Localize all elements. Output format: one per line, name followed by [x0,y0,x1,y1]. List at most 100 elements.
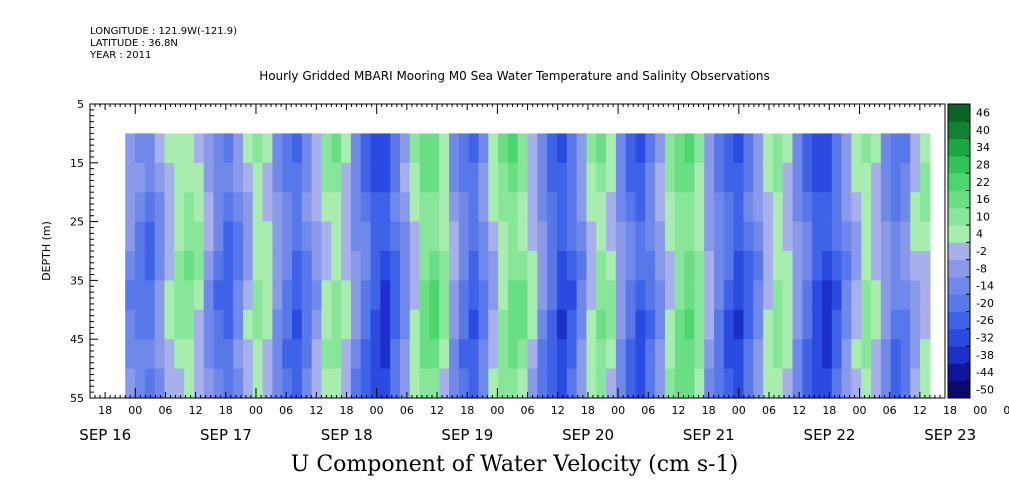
heatmap-cell [370,368,381,399]
heatmap-cell [331,251,342,281]
heatmap-cell [753,368,764,399]
heatmap-cell [606,251,617,281]
heatmap-cell [233,192,244,223]
heatmap-cell [458,368,470,399]
colorbar-frame [947,103,971,399]
heatmap-cell [399,221,411,252]
heatmap-cell [537,339,548,370]
heatmap-cell [154,162,166,193]
heatmap-cell [292,221,303,252]
heatmap-cell [694,368,705,399]
heatmap-cell [606,133,617,164]
heatmap-cell [556,309,568,340]
heatmap-cell [527,368,538,399]
heatmap-cell [900,133,911,164]
heatmap-cell [223,192,234,223]
heatmap-cell [321,221,332,252]
heatmap-cell [920,368,931,399]
heatmap-cell [900,309,911,340]
heatmap-cell [812,221,823,252]
heatmap-cell [272,339,283,370]
heatmap-cell [635,133,646,164]
heatmap-cell [125,339,136,370]
heatmap-cell [871,162,882,193]
heatmap-cell [233,162,244,193]
heatmap-cell [223,251,234,281]
heatmap-cell [664,368,676,399]
heatmap-cell [556,162,568,193]
heatmap-cell [282,133,293,164]
heatmap-cell [409,309,421,340]
heatmap-cell [458,339,470,370]
heatmap-cell [507,221,519,252]
heatmap-cell [213,221,224,252]
heatmap-cell [507,280,519,311]
heatmap-cell [213,368,224,399]
heatmap-cell [792,133,803,164]
heatmap-cell [723,162,735,193]
heatmap-cell [880,368,892,399]
colorbar-swatch [948,294,970,312]
heatmap-cell [507,368,519,399]
heatmap-cell [704,309,715,340]
heatmap-cell [655,368,666,399]
heatmap-cell [763,192,774,223]
heatmap-cell [606,162,617,193]
heatmap-cell [301,221,313,252]
y-tick-label: 45 [70,333,84,346]
heatmap-cell [262,162,274,193]
heatmap-cell [449,162,460,193]
heatmap-cell [753,251,764,281]
heatmap-cell [900,280,911,311]
heatmap-cell [429,339,440,370]
heatmap-cell [125,309,136,340]
heatmap-cell [625,221,637,252]
heatmap-cell [135,280,146,311]
heatmap-cell [262,280,274,311]
heatmap-cell [370,309,381,340]
heatmap-cell [772,133,784,164]
heatmap-cell [174,309,185,340]
heatmap-cell [537,192,548,223]
heatmap-cell [174,221,185,252]
heatmap-cell [193,251,205,281]
colorbar-swatch [948,207,970,226]
colorbar-swatch [948,190,970,209]
heatmap-cell [753,280,764,311]
heatmap-cell [135,221,146,252]
heatmap-cell [704,280,715,311]
heatmap-cell [144,339,156,370]
heatmap-cell [174,133,185,164]
heatmap-cells [125,133,931,399]
heatmap-cell [782,309,794,340]
heatmap-cell [380,309,391,340]
x-hour-label: 18 [460,404,474,417]
heatmap-cell [174,251,185,281]
heatmap-cell [910,133,921,164]
colorbar-swatch [948,311,970,330]
heatmap-cell [488,221,499,252]
heatmap-cell [282,368,293,399]
heatmap-cell [547,339,558,370]
heatmap-cell [488,192,499,223]
heatmap-cell [655,280,666,311]
heatmap-cell [596,162,607,193]
heatmap-cell [321,133,332,164]
heatmap-cell [684,368,695,399]
heatmap-cell [507,133,519,164]
heatmap-cell [802,309,813,340]
colorbar-label: 16 [976,193,990,206]
heatmap-cell [252,339,264,370]
colorbar-swatch [948,346,970,364]
heatmap-cell [812,192,823,223]
heatmap-cell [262,133,274,164]
heatmap-cell [763,162,774,193]
heatmap-cell [547,221,558,252]
heatmap-cell [733,192,745,223]
heatmap-cell [920,251,931,281]
heatmap-cell [262,192,274,223]
heatmap-cell [841,133,853,164]
heatmap-cell [664,339,676,370]
heatmap-cell [831,339,843,370]
